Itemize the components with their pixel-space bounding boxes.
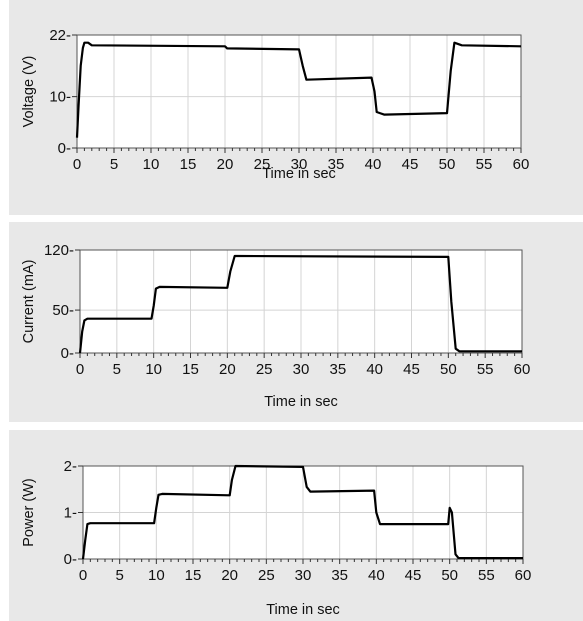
power-y-tick-label: 1- — [64, 505, 77, 522]
voltage-y-tick-label: 10- — [49, 89, 71, 106]
power-y-tick-label: 2- — [64, 458, 77, 475]
current-y-tick-label: 50- — [52, 302, 74, 319]
current-x-tick-label: 5 — [113, 361, 121, 378]
voltage-x-tick-label: 20 — [217, 156, 234, 173]
current-x-tick-label: 30 — [293, 361, 310, 378]
current-series-line — [78, 254, 522, 354]
power-x-tick-label: 20 — [221, 567, 238, 584]
current-x-axis-title: Time in sec — [264, 394, 338, 410]
current-x-tick-label: 45 — [403, 361, 420, 378]
voltage-x-tick-label: 10 — [143, 156, 160, 173]
power-x-tick-label: 0 — [79, 567, 87, 584]
current-y-tick-label: 0- — [61, 345, 74, 362]
voltage-x-tick-label: 60 — [513, 156, 530, 173]
power-x-tick-label: 60 — [515, 567, 532, 584]
power-y-axis-title: Power (W) — [21, 478, 37, 546]
current-chart-panel: 0 5 10 15 20 25 30 35 40 45 50 55 60 0- 50- 120- Time in… — [9, 222, 583, 422]
current-x-tick-label: 10 — [145, 361, 162, 378]
current-x-tick-label: 15 — [182, 361, 199, 378]
voltage-chart-panel: 0 5 10 15 20 25 30 35 40 45 50 55 60 0- 10- 22- Time in … — [9, 0, 583, 215]
current-x-tick-label: 50 — [440, 361, 457, 378]
power-x-tick-label: 15 — [185, 567, 202, 584]
power-x-tick-label: 10 — [148, 567, 165, 584]
voltage-y-axis-title: Voltage (V) — [21, 56, 37, 128]
voltage-x-tick-label: 40 — [365, 156, 382, 173]
power-chart: 0 5 10 15 20 25 30 35 40 45 50 55 60 0- 1- 2- Time in se… — [21, 458, 532, 618]
power-x-tick-label: 25 — [258, 567, 275, 584]
power-x-tick-label: 30 — [295, 567, 312, 584]
voltage-x-tick-label: 30 — [291, 156, 308, 173]
power-x-tick-label: 45 — [405, 567, 422, 584]
current-y-axis-title: Current (mA) — [21, 260, 37, 344]
voltage-x-tick-label: 0 — [73, 156, 81, 173]
voltage-series-line — [75, 41, 522, 138]
power-x-tick-label: 5 — [115, 567, 123, 584]
power-chart-panel: 0 5 10 15 20 25 30 35 40 45 50 55 60 0- 1- 2- Time in se… — [9, 430, 583, 621]
voltage-x-tick-label: 45 — [402, 156, 419, 173]
power-series-line — [81, 464, 523, 560]
current-x-tick-label: 35 — [329, 361, 346, 378]
current-x-tick-label: 60 — [514, 361, 531, 378]
power-x-axis-title: Time in sec — [266, 602, 340, 618]
voltage-y-tick-label: 0- — [58, 140, 71, 157]
voltage-chart: 0 5 10 15 20 25 30 35 40 45 50 55 60 0- 10- 22- Time in … — [21, 27, 530, 182]
current-x-tick-label: 55 — [477, 361, 494, 378]
power-x-tick-label: 40 — [368, 567, 385, 584]
voltage-x-tick-label: 5 — [110, 156, 118, 173]
current-x-tick-label: 25 — [256, 361, 273, 378]
power-x-tick-label: 55 — [478, 567, 495, 584]
power-y-tick-label: 0- — [64, 551, 77, 568]
current-x-tick-label: 20 — [219, 361, 236, 378]
voltage-x-tick-label: 25 — [254, 156, 271, 173]
voltage-x-tick-label: 50 — [439, 156, 456, 173]
power-x-tick-label: 35 — [331, 567, 348, 584]
voltage-y-tick-label: 22- — [49, 27, 71, 44]
voltage-x-tick-label: 55 — [476, 156, 493, 173]
voltage-x-axis-title: Time in sec — [262, 166, 336, 182]
current-x-tick-label: 40 — [366, 361, 383, 378]
voltage-x-tick-label: 15 — [180, 156, 197, 173]
voltage-x-tick-label: 35 — [328, 156, 345, 173]
current-chart: 0 5 10 15 20 25 30 35 40 45 50 55 60 0- 50- 120- Time in… — [21, 242, 531, 410]
power-x-tick-label: 50 — [441, 567, 458, 584]
current-y-tick-label: 120- — [44, 242, 74, 259]
current-x-tick-label: 0 — [76, 361, 84, 378]
